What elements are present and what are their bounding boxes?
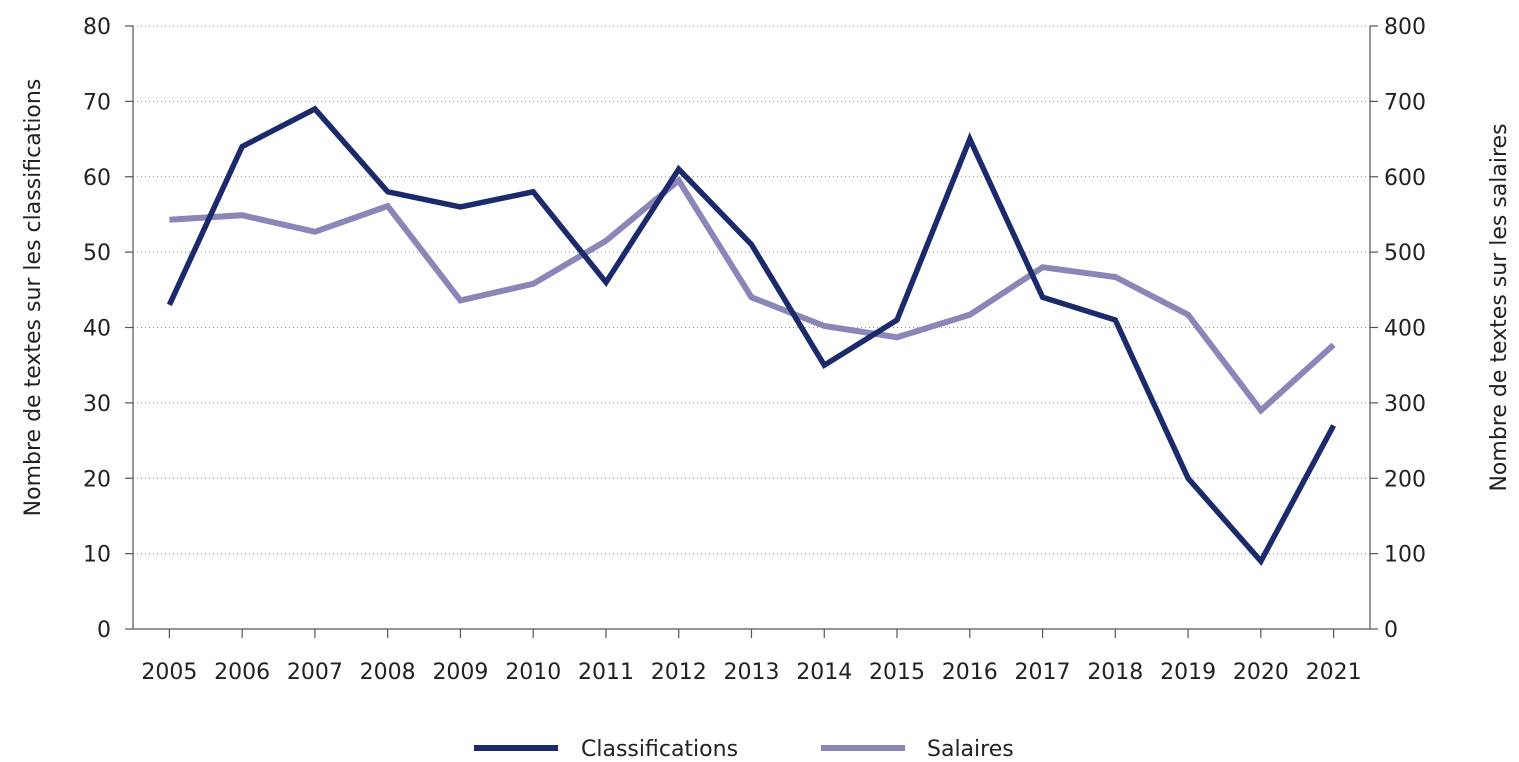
y-right-tick-label: 0 [1384, 618, 1398, 643]
x-tick-label: 2008 [360, 660, 416, 685]
y-left-tick-label: 80 [83, 15, 111, 40]
y-left-tick-label: 50 [83, 241, 111, 266]
x-tick-label: 2006 [214, 660, 270, 685]
y-right-tick-label: 200 [1384, 467, 1426, 492]
series-line-classifications [166, 105, 1337, 566]
x-tick-label: 2005 [141, 660, 197, 685]
y-right-tick-label: 600 [1384, 166, 1426, 191]
x-tick-label: 2020 [1233, 660, 1289, 685]
x-tick-label: 2017 [1015, 660, 1071, 685]
y-left-tick-label: 60 [83, 166, 111, 191]
y-left-tick-label: 30 [83, 392, 111, 417]
x-tick-label: 2015 [869, 660, 925, 685]
y-right-axis-title: Nombre de textes sur les salaires [1487, 123, 1512, 491]
y-right-tick-label: 300 [1384, 392, 1426, 417]
y-left-tick-label: 40 [83, 317, 111, 342]
axes [125, 25, 1378, 638]
y-right-tick-label: 100 [1384, 543, 1426, 568]
series [166, 105, 1337, 566]
y-right-tick-label: 800 [1384, 15, 1426, 40]
x-tick-label: 2021 [1306, 660, 1362, 685]
y-right-tick-label: 700 [1384, 90, 1426, 115]
x-tick-label: 2007 [287, 660, 343, 685]
y-left-tick-label: 20 [83, 467, 111, 492]
x-tick-label: 2018 [1087, 660, 1143, 685]
x-tick-label: 2016 [942, 660, 998, 685]
legend: Classifications Salaires [474, 737, 1014, 762]
y-right-tick-label: 400 [1384, 317, 1426, 342]
y-left-axis-title: Nombre de textes sur les classifications [21, 79, 46, 517]
legend-label-classifications: Classifications [581, 737, 738, 762]
x-tick-label: 2014 [796, 660, 852, 685]
y-left-tick-label: 10 [83, 543, 111, 568]
x-tick-label: 2011 [578, 660, 634, 685]
y-left-tick-label: 70 [83, 90, 111, 115]
series-line-salaires [169, 175, 1336, 415]
labels: 0102030405060708001002003004005006007008… [21, 15, 1512, 685]
x-tick-label: 2009 [432, 660, 488, 685]
x-tick-label: 2012 [651, 660, 707, 685]
legend-label-salaires: Salaires [927, 737, 1014, 762]
x-tick-label: 2019 [1160, 660, 1216, 685]
x-tick-label: 2010 [505, 660, 561, 685]
x-tick-label: 2013 [724, 660, 780, 685]
y-right-tick-label: 500 [1384, 241, 1426, 266]
y-left-tick-label: 0 [97, 618, 111, 643]
